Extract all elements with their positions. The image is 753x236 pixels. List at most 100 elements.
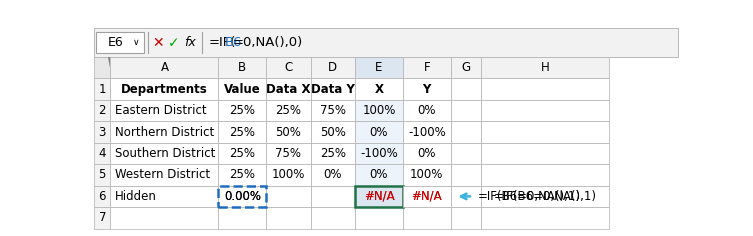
Text: #N/A: #N/A [364,190,395,203]
Bar [451,164,481,186]
Bar [94,121,111,143]
Bar [403,57,451,79]
Text: G: G [462,61,471,74]
Bar [311,207,355,229]
Text: -100%: -100% [360,147,398,160]
Bar [267,57,311,79]
Text: =IF(B6=0,NA(),1): =IF(B6=0,NA(),1) [494,190,596,203]
Bar [267,100,311,121]
Bar [111,57,218,79]
Bar [355,164,403,186]
Bar [267,207,311,229]
Bar [403,186,451,207]
Text: Eastern District: Eastern District [115,104,207,117]
Text: fx: fx [184,36,197,49]
Bar [451,57,481,79]
Bar [481,79,609,100]
Bar [94,186,111,207]
Text: -100%: -100% [408,126,446,139]
Bar [94,79,111,100]
Bar [403,79,451,100]
Text: 25%: 25% [230,169,255,181]
Bar [451,186,481,207]
Bar [311,164,355,186]
Bar [481,121,609,143]
Text: B: B [238,61,246,74]
Text: Northern District: Northern District [115,126,215,139]
Bar [218,186,267,207]
Bar [355,186,403,207]
Bar [451,207,481,229]
Bar [355,121,403,143]
Text: 25%: 25% [230,147,255,160]
Text: #N/A: #N/A [411,190,442,203]
Bar [111,100,218,121]
Bar [481,100,609,121]
Bar [111,164,218,186]
Bar [355,186,403,207]
Bar [451,143,481,164]
Text: 75%: 75% [276,147,301,160]
Bar [111,143,218,164]
Text: 2: 2 [99,104,106,117]
Bar [355,207,403,229]
Text: A: A [160,61,169,74]
Text: 5: 5 [99,169,106,181]
Bar [311,100,355,121]
Bar [403,121,451,143]
Polygon shape [108,57,111,68]
Text: Data X: Data X [267,83,311,96]
Bar [267,186,311,207]
Text: Western District: Western District [115,169,210,181]
Bar [355,57,403,79]
Bar [218,121,267,143]
Bar [403,100,451,121]
Text: Y: Y [422,83,431,96]
Bar [94,143,111,164]
Bar [96,32,144,53]
Text: 50%: 50% [320,126,346,139]
Bar [94,57,111,79]
Text: C: C [285,61,293,74]
Bar [311,79,355,100]
Text: 0.00%: 0.00% [224,190,261,203]
Bar [311,143,355,164]
Bar [111,121,218,143]
Text: Departments: Departments [121,83,208,96]
Bar [94,207,111,229]
Text: 75%: 75% [320,104,346,117]
Bar [218,186,267,207]
Bar [94,100,111,121]
Text: 0%: 0% [370,169,388,181]
Bar [451,121,481,143]
Bar [311,57,355,79]
Text: 25%: 25% [320,147,346,160]
Text: ∨: ∨ [133,38,140,47]
Bar [481,164,609,186]
Text: B6: B6 [224,36,242,49]
Bar [218,57,267,79]
Text: 50%: 50% [276,126,301,139]
Text: 6: 6 [99,190,106,203]
Bar [218,79,267,100]
Bar [403,164,451,186]
Bar [267,121,311,143]
Bar [267,79,311,100]
Text: E6: E6 [108,36,123,49]
Text: 3: 3 [99,126,106,139]
Bar [218,164,267,186]
Text: #N/A: #N/A [364,190,395,203]
Text: D: D [328,61,337,74]
Bar [218,100,267,121]
Text: 0%: 0% [370,126,388,139]
Bar [311,186,355,207]
Text: 7: 7 [99,211,106,224]
Bar [218,143,267,164]
Text: 0%: 0% [417,104,436,117]
Text: ✕: ✕ [152,36,163,50]
Bar [355,100,403,121]
Bar [111,207,218,229]
Text: X: X [374,83,383,96]
Text: Hidden: Hidden [115,190,157,203]
Text: 1: 1 [99,83,106,96]
